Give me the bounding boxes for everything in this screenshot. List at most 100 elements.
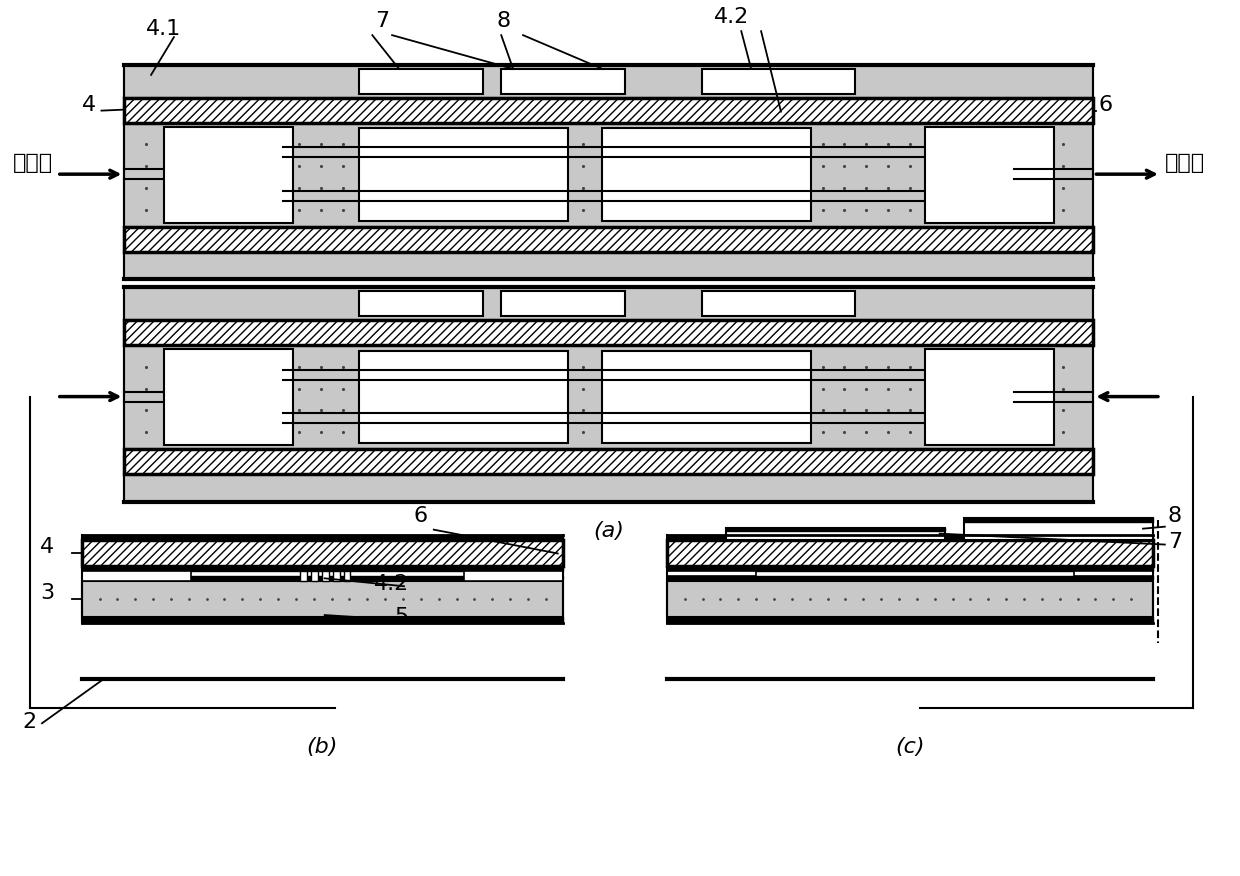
Point <box>420 426 440 440</box>
Point <box>223 159 243 173</box>
Point <box>286 592 306 606</box>
Point <box>682 159 702 173</box>
Point <box>507 404 527 418</box>
Bar <box>501 69 625 94</box>
Point <box>573 181 593 195</box>
Text: 8: 8 <box>496 11 511 32</box>
Point <box>1030 203 1050 217</box>
Point <box>573 426 593 440</box>
Point <box>944 404 963 418</box>
Text: 5: 5 <box>394 607 408 627</box>
Point <box>878 360 898 374</box>
Point <box>485 360 505 374</box>
Point <box>764 592 784 606</box>
Point <box>573 203 593 217</box>
Point <box>1009 138 1029 152</box>
Point <box>1121 592 1141 606</box>
Point <box>639 159 658 173</box>
Point <box>987 203 1007 217</box>
Point <box>355 203 374 217</box>
Point <box>485 181 505 195</box>
Point <box>420 159 440 173</box>
Point <box>769 138 789 152</box>
Bar <box>501 292 625 316</box>
Point <box>180 360 200 374</box>
Point <box>180 203 200 217</box>
Point <box>157 382 177 396</box>
Point <box>464 159 484 173</box>
Point <box>1030 159 1050 173</box>
Point <box>978 592 998 606</box>
Point <box>398 426 418 440</box>
Point <box>398 404 418 418</box>
Point <box>944 181 963 195</box>
Point <box>966 360 986 374</box>
Point <box>125 592 145 606</box>
Point <box>465 592 485 606</box>
Point <box>987 181 1007 195</box>
Point <box>682 382 702 396</box>
Point <box>441 181 461 195</box>
Point <box>197 592 217 606</box>
Point <box>616 382 636 396</box>
Point <box>1053 181 1073 195</box>
Point <box>966 181 986 195</box>
Text: (a): (a) <box>594 520 624 540</box>
Point <box>1030 181 1050 195</box>
Point <box>573 159 593 173</box>
Bar <box>124 251 1094 279</box>
Bar <box>667 576 1153 579</box>
Point <box>835 159 854 173</box>
Point <box>223 138 243 152</box>
Point <box>246 382 265 396</box>
Point <box>921 159 941 173</box>
Point <box>693 592 713 606</box>
Text: 4.2: 4.2 <box>714 7 749 27</box>
Point <box>289 159 309 173</box>
Point <box>639 360 658 374</box>
Point <box>725 138 745 152</box>
Point <box>355 404 374 418</box>
Point <box>921 181 941 195</box>
Point <box>446 592 466 606</box>
Point <box>857 426 877 440</box>
Point <box>725 360 745 374</box>
Point <box>202 159 222 173</box>
Point <box>616 159 636 173</box>
Point <box>1030 426 1050 440</box>
Point <box>1053 203 1073 217</box>
Point <box>464 426 484 440</box>
Point <box>1009 159 1029 173</box>
Point <box>1009 203 1029 217</box>
Text: 调制光: 调制光 <box>1164 153 1205 173</box>
Point <box>769 360 789 374</box>
Point <box>332 159 352 173</box>
Bar <box>332 571 340 582</box>
Point <box>594 159 614 173</box>
Point <box>878 426 898 440</box>
Point <box>660 203 680 217</box>
Point <box>304 592 324 606</box>
Bar <box>667 540 1153 567</box>
Point <box>332 360 352 374</box>
Point <box>355 181 374 195</box>
Point <box>507 181 527 195</box>
Point <box>660 138 680 152</box>
Point <box>594 138 614 152</box>
Bar <box>124 123 1094 227</box>
Point <box>376 181 396 195</box>
Point <box>1030 138 1050 152</box>
Point <box>812 404 832 418</box>
Bar <box>965 518 1153 522</box>
Point <box>725 404 745 418</box>
Point <box>878 159 898 173</box>
Point <box>551 404 570 418</box>
Point <box>1009 181 1029 195</box>
Point <box>900 203 920 217</box>
Point <box>921 426 941 440</box>
Point <box>246 404 265 418</box>
Bar <box>1074 571 1153 576</box>
Point <box>921 382 941 396</box>
Text: 7: 7 <box>376 11 389 32</box>
Bar <box>124 98 1094 123</box>
